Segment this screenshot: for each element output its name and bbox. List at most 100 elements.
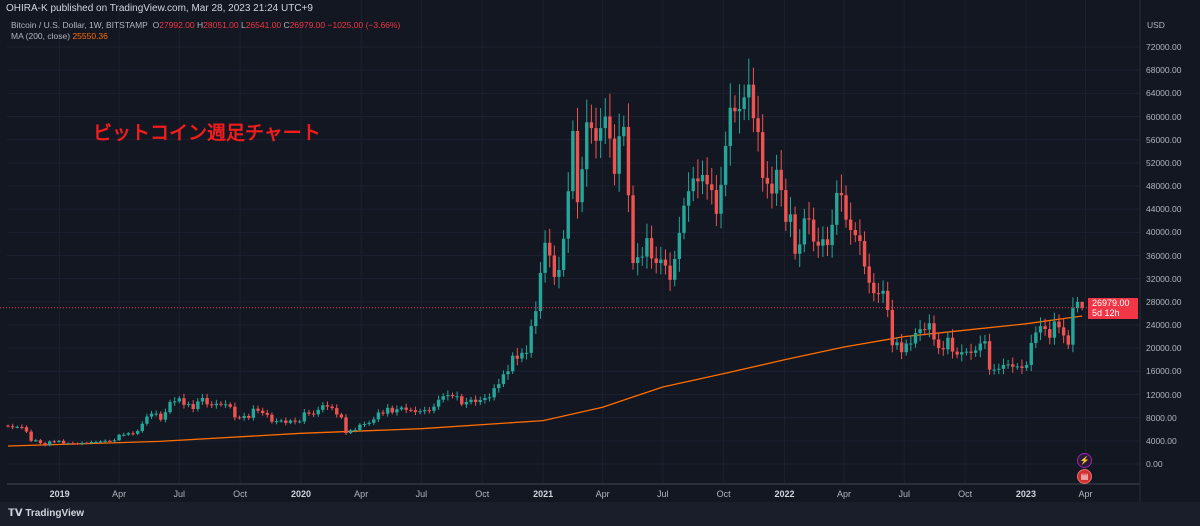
candle-body [135, 430, 140, 434]
candle-body [47, 441, 52, 446]
bar-countdown: 5d 12h [1092, 307, 1120, 318]
candle-body [844, 195, 848, 220]
candle-body [1024, 364, 1029, 368]
candle-body [362, 424, 367, 426]
candle-body [557, 269, 561, 277]
candle-body [733, 107, 737, 112]
candle-body [43, 443, 47, 446]
candle-body [890, 309, 895, 346]
candle-body [344, 417, 348, 434]
candle-body [585, 122, 589, 170]
candle-body [696, 178, 700, 182]
candle-body [969, 351, 973, 353]
y-tick-label: 52000.00 [1146, 157, 1182, 168]
candle-body [728, 107, 732, 147]
candle-body [75, 443, 80, 445]
candle-body [478, 400, 482, 403]
symbol-name[interactable]: Bitcoin / U.S. Dollar, 1W, BITSTAMP [11, 20, 148, 30]
candle-body [460, 396, 464, 405]
candle-body [191, 404, 195, 409]
candle-body [94, 441, 98, 443]
candle-body [510, 355, 515, 372]
candle-body [288, 420, 293, 423]
x-tick-label: Jul [415, 489, 428, 499]
y-tick-label: 16000.00 [1146, 366, 1182, 377]
candle-body [302, 412, 307, 422]
lightning-icon[interactable]: ⚡ [1077, 453, 1092, 468]
candle-body [15, 426, 19, 428]
open-label: O [152, 20, 160, 30]
candle-body [710, 184, 714, 191]
candle-body [700, 174, 705, 182]
candle-body [575, 130, 580, 203]
candle-body [839, 192, 844, 196]
candle-body [788, 214, 793, 222]
candle-body [487, 397, 492, 399]
candle-body [1075, 301, 1080, 309]
candle-body [1015, 366, 1020, 368]
candle-body [765, 177, 770, 184]
candle-body [858, 235, 862, 242]
ma-label[interactable]: MA (200, close) [11, 31, 71, 41]
y-tick-label: 40000.00 [1146, 227, 1182, 238]
candle-body [807, 218, 811, 220]
candle-body [427, 410, 432, 412]
candle-body [464, 402, 469, 405]
candle-body [881, 290, 885, 294]
candle-body [760, 132, 765, 178]
candle-body [589, 122, 594, 129]
candle-body [473, 399, 478, 403]
candle-body [899, 342, 904, 353]
candle-body [909, 343, 913, 345]
candle-body [987, 341, 992, 370]
candle-body [1029, 342, 1033, 365]
candle-body [455, 396, 459, 398]
candle-body [862, 241, 867, 267]
candle-body [321, 405, 325, 410]
candle-body [663, 259, 668, 266]
candle-body [376, 412, 381, 420]
candle-body [705, 174, 709, 185]
candle-body [172, 401, 177, 403]
candle-body [793, 214, 797, 254]
candle-body [390, 407, 394, 413]
candle-body [992, 369, 996, 371]
candle-body [149, 413, 154, 417]
low-value: 26541.00 [245, 20, 282, 30]
candle-body [140, 423, 144, 431]
candle-body [186, 404, 191, 406]
candle-body [682, 205, 686, 233]
low-label: L [240, 20, 246, 30]
candle-body [677, 232, 682, 259]
x-tick-label: 2020 [290, 489, 312, 499]
candle-body [413, 410, 418, 412]
candle-body [358, 424, 362, 430]
tradingview-logo[interactable]: 𝗧𝗩 TradingView [8, 508, 84, 519]
candle-body [936, 339, 941, 349]
candle-body [603, 116, 607, 129]
candle-body [867, 266, 871, 283]
candle-body [631, 195, 635, 264]
candle-body [497, 384, 501, 389]
candle-body [348, 430, 353, 434]
candle-body [848, 219, 853, 231]
last-price-label: 26979.00 5d 12h [1088, 298, 1138, 319]
candle-body [159, 413, 163, 420]
candle-body [548, 242, 552, 256]
tv-icon: 𝗧𝗩 [8, 508, 23, 519]
x-tick-label: Oct [958, 489, 973, 499]
y-tick-label: 24000.00 [1146, 320, 1182, 330]
candle-body [742, 97, 746, 109]
candle-body [640, 256, 645, 258]
candle-body [1038, 326, 1043, 333]
candle-body [659, 259, 663, 264]
candle-body [617, 136, 621, 174]
candle-body [316, 409, 320, 415]
candle-body [1080, 301, 1084, 308]
candle-body [85, 442, 89, 444]
high-value: 28051.00 [203, 20, 239, 30]
us-flag-icon[interactable]: ▤ [1077, 469, 1092, 484]
candle-body [927, 323, 932, 330]
candle-body [205, 397, 209, 405]
